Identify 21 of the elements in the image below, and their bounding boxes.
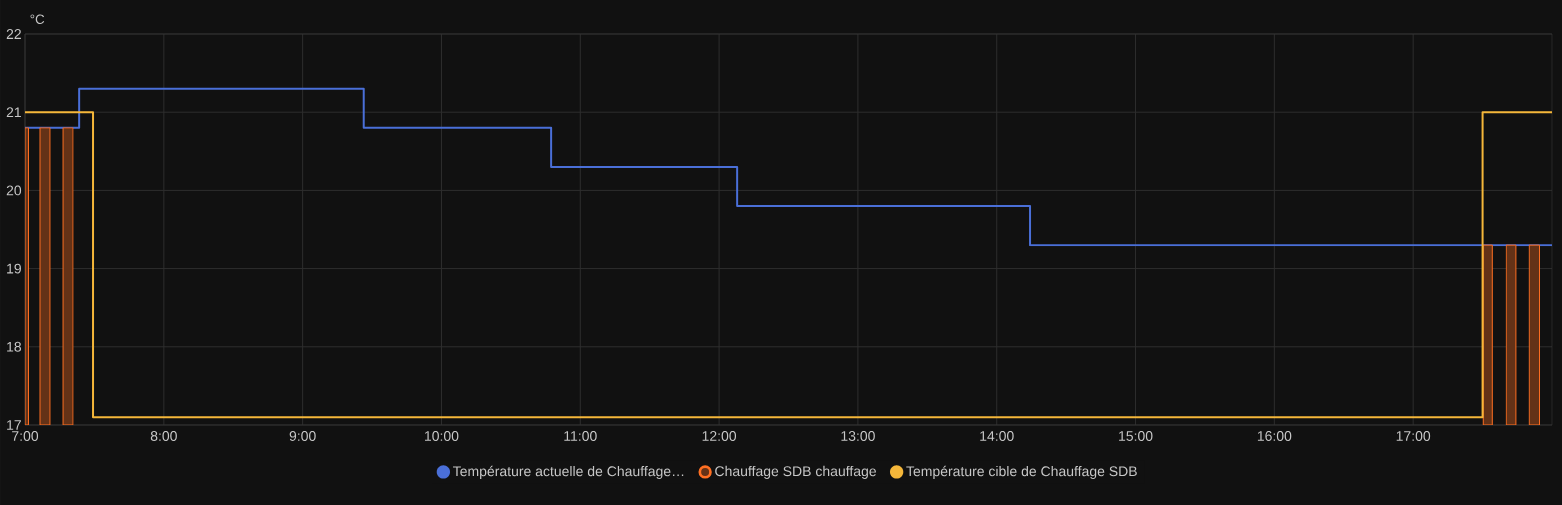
y-axis-title: °C <box>30 14 45 24</box>
x-tick-label: 15:00 <box>1119 431 1153 441</box>
x-tick-label: 14:00 <box>980 431 1014 441</box>
y-tick-label: 22 <box>6 29 21 39</box>
x-tick-label: 7:00 <box>12 431 39 441</box>
legend-label: Température actuelle de Chauffage… <box>453 465 684 479</box>
x-tick-label: 17:00 <box>1396 431 1431 441</box>
y-tick-label: 20 <box>6 185 22 196</box>
x-tick-label: 12:00 <box>702 431 737 441</box>
y-tick-label: 18 <box>7 341 22 352</box>
legend-label: Chauffage SDB chauffage <box>715 465 876 479</box>
y-tick-label: 17 <box>7 420 21 430</box>
x-tick-label: 11:00 <box>564 431 597 441</box>
x-tick-label: 8:00 <box>150 431 177 441</box>
x-tick-label: 13:00 <box>841 431 875 441</box>
x-tick-label: 10:00 <box>425 431 459 441</box>
x-tick-label: 9:00 <box>289 431 316 441</box>
x-tick-label: 16:00 <box>1257 431 1292 441</box>
y-tick-label: 21 <box>6 107 21 118</box>
legend-label: Température cible de Chauffage SDB <box>906 465 1137 479</box>
y-tick-label: 19 <box>7 263 21 274</box>
